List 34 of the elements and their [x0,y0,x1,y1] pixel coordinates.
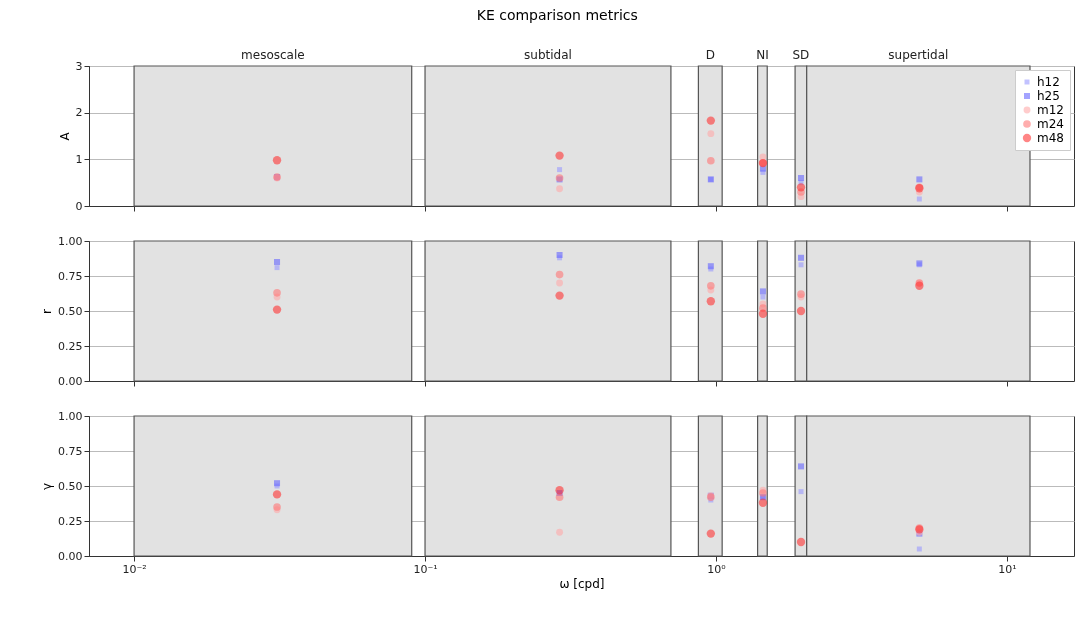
y-tick-label: 1.00 [58,234,83,248]
y-axis-title: γ [40,482,55,491]
y-tick-label: 2 [75,106,83,120]
chart-title: KE comparison metrics [476,6,638,23]
y-tick-label: 3 [75,59,83,73]
y-tick-label: 0.25 [58,514,83,528]
band-label: subtidal [524,48,572,62]
y-tick-label: 0.25 [58,339,83,353]
y-tick-label: 0.75 [58,269,83,283]
legend-label: h25 [1037,89,1060,103]
legend-label: m24 [1037,117,1064,131]
band-label: NI [756,48,769,62]
y-tick-label: 0.00 [58,549,83,563]
band-label: mesoscale [241,48,305,62]
y-axis-title: A [57,131,72,141]
x-tick-label: 10¹ [998,562,1017,576]
band-label: supertidal [888,48,949,62]
x-tick-label: 10⁻¹ [413,562,438,576]
x-tick-label: 10⁻² [122,562,147,576]
band-label: D [705,48,715,62]
y-axis-title: r [40,308,55,314]
y-tick-label: 0 [75,199,83,213]
y-tick-label: 1.00 [58,409,83,423]
x-axis-title: ω [cpd] [559,576,605,591]
y-tick-label: 0.00 [58,374,83,388]
y-tick-label: 1 [75,152,83,166]
x-tick-label: 10⁰ [707,562,727,576]
legend-label: h12 [1037,75,1060,89]
y-tick-label: 0.50 [58,304,83,318]
band-label: SD [792,48,810,62]
legend-label: m48 [1037,131,1064,145]
y-tick-label: 0.50 [58,479,83,493]
y-tick-label: 0.75 [58,444,83,458]
legend-label: m12 [1037,103,1064,117]
